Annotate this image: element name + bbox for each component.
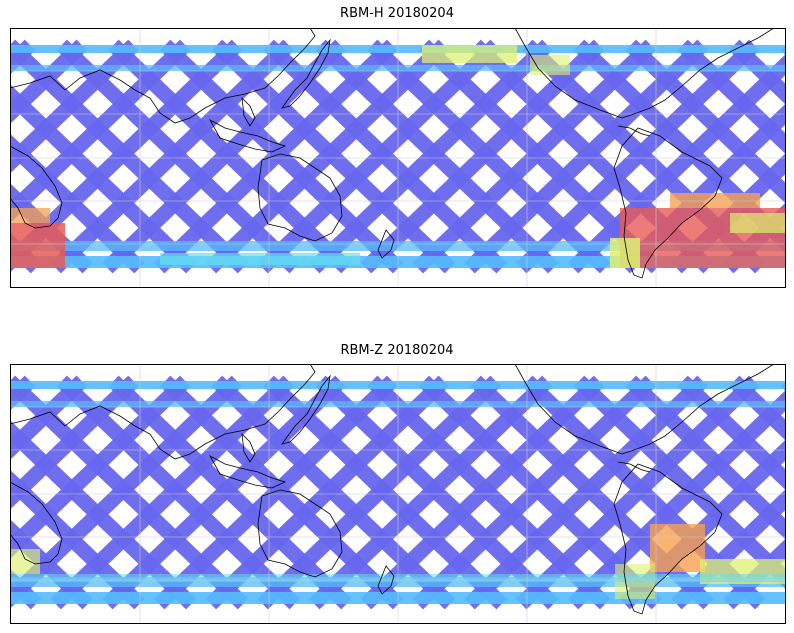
swath-tracks-rbm-h: [10, 39, 786, 274]
japan-coastline: [281, 374, 331, 445]
maritime-continent-coastline: [208, 119, 287, 153]
australia-coastline: [257, 489, 343, 578]
map-panel-rbm-z: [10, 364, 786, 624]
asia-coastline: [10, 364, 316, 460]
north-america-coastline: [514, 364, 775, 455]
africa-coastline: [10, 145, 63, 229]
caribbean-coastline: [617, 125, 651, 137]
high-value-regions-rbm-h: [10, 45, 786, 268]
map-frame-rbm-z: [10, 364, 786, 624]
map-frame-rbm-h: [10, 28, 786, 288]
new-zealand-coastline: [377, 229, 395, 259]
maritime-continent-coastline: [208, 455, 287, 489]
panel-title-rbm-h: RBM-H 20180204: [340, 6, 454, 21]
coastlines-rbm-h: [10, 28, 775, 279]
panel-title-rbm-z: RBM-Z 20180204: [340, 343, 454, 358]
new-zealand-coastline: [377, 565, 395, 595]
south-america-coastline: [613, 127, 723, 279]
philippines-coastline: [241, 432, 256, 463]
map-panel-rbm-h: [10, 28, 786, 288]
australia-coastline: [257, 153, 343, 242]
caribbean-coastline: [617, 461, 651, 473]
coastlines-rbm-z: [10, 364, 775, 615]
japan-coastline: [281, 38, 331, 109]
graticule-rbm-z: [10, 364, 786, 624]
north-america-coastline: [514, 28, 775, 119]
south-america-coastline: [613, 463, 723, 615]
philippines-coastline: [241, 96, 256, 127]
africa-coastline: [10, 481, 63, 565]
asia-coastline: [10, 28, 316, 124]
